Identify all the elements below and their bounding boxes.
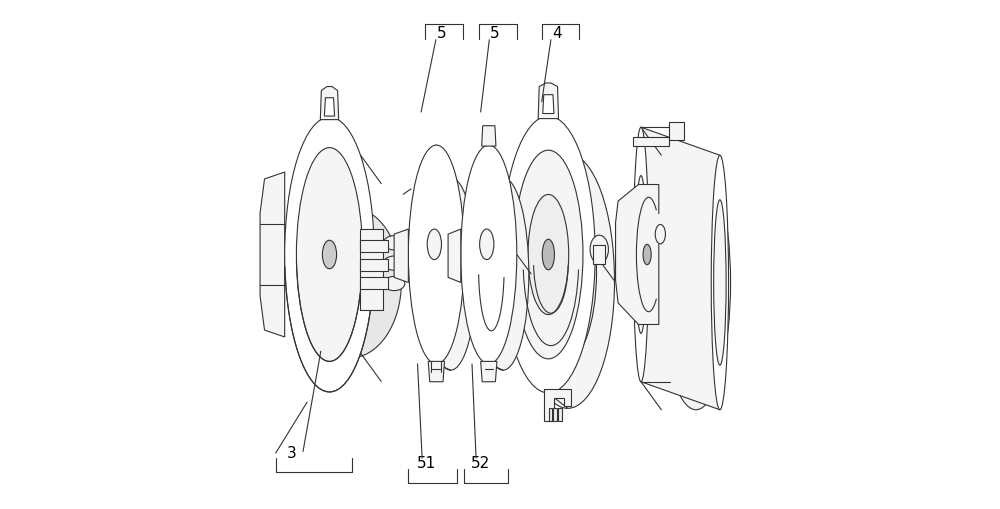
Polygon shape [544,389,571,421]
Ellipse shape [383,276,405,291]
Polygon shape [543,95,554,114]
Bar [558,408,562,421]
Ellipse shape [427,229,441,260]
Polygon shape [320,87,339,120]
Polygon shape [360,229,383,310]
Polygon shape [394,229,408,282]
Bar [593,245,605,264]
Bar [553,408,557,421]
Text: 51: 51 [417,456,436,471]
Ellipse shape [296,148,363,361]
Ellipse shape [298,207,401,358]
Ellipse shape [322,240,337,269]
Polygon shape [641,127,720,410]
Text: 4: 4 [552,25,562,41]
Ellipse shape [502,116,595,393]
Polygon shape [428,361,445,382]
Ellipse shape [638,219,644,290]
Ellipse shape [528,194,569,315]
Polygon shape [538,83,559,119]
Polygon shape [324,98,335,116]
Ellipse shape [661,155,731,410]
Text: 5: 5 [437,25,446,41]
Ellipse shape [521,154,615,408]
Polygon shape [616,185,659,325]
Ellipse shape [635,176,647,333]
Ellipse shape [538,217,578,319]
Ellipse shape [514,150,583,359]
Bar [549,408,552,421]
Ellipse shape [383,256,405,270]
Ellipse shape [408,145,464,364]
Text: 3: 3 [286,445,296,461]
Ellipse shape [655,224,665,244]
Polygon shape [633,122,684,147]
Ellipse shape [425,178,476,370]
Polygon shape [448,229,461,282]
Ellipse shape [643,244,651,265]
Ellipse shape [711,155,729,410]
Ellipse shape [285,117,374,392]
Bar [360,240,388,252]
Ellipse shape [461,145,517,364]
Ellipse shape [542,239,554,270]
Polygon shape [481,361,497,382]
Ellipse shape [480,229,494,260]
Bar [360,259,388,271]
Ellipse shape [477,178,529,370]
Ellipse shape [590,235,608,264]
Ellipse shape [383,236,405,250]
Ellipse shape [714,200,726,365]
Text: 52: 52 [471,456,490,471]
Ellipse shape [633,127,649,382]
Polygon shape [482,126,496,146]
Bar [360,277,388,289]
Ellipse shape [527,181,597,365]
Text: 5: 5 [490,25,500,41]
Polygon shape [260,172,285,337]
Bar [655,214,665,244]
